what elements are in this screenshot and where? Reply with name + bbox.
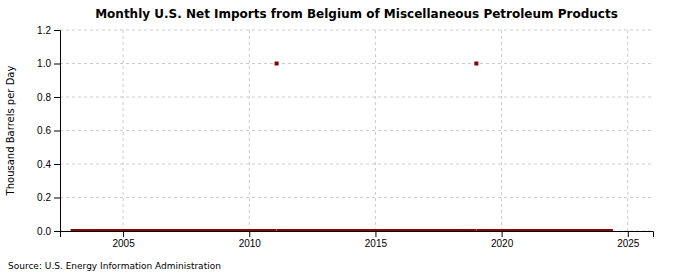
tick-label: 0.4 bbox=[37, 159, 51, 170]
grid-line bbox=[375, 30, 376, 231]
grid-line bbox=[249, 30, 250, 231]
y-axis-label: Thousand Barrels per Day bbox=[5, 66, 16, 197]
point bbox=[474, 62, 478, 66]
plot: 2005 2010 2015 2020 2025 0.0 0.2 0.4 0.6 0.8 1.0 1.… bbox=[37, 25, 653, 249]
axis-line bbox=[54, 31, 61, 232]
tick-mark bbox=[54, 198, 60, 199]
tick-label: 1.0 bbox=[37, 58, 51, 69]
tick: 0.4 bbox=[37, 159, 60, 170]
tick-label: 2025 bbox=[617, 238, 640, 249]
tick: 0.0 bbox=[37, 226, 60, 237]
tick-label: 2005 bbox=[112, 238, 135, 249]
tick: 1.0 bbox=[37, 58, 60, 69]
tick-mark bbox=[54, 164, 60, 165]
annotation: Source: U.S. Energy Information Administ… bbox=[8, 261, 221, 271]
tick: 2015 bbox=[365, 231, 388, 249]
tick-mark bbox=[502, 231, 503, 237]
grid-line bbox=[123, 30, 124, 231]
tick-mark bbox=[54, 64, 60, 65]
y-axis: 0.0 0.2 0.4 0.6 0.8 1.0 1.2 bbox=[37, 25, 60, 237]
tick: 2025 bbox=[617, 231, 640, 249]
title: Monthly U.S. Net Imports from Belgium of… bbox=[95, 7, 618, 21]
tick: 2020 bbox=[491, 231, 514, 249]
grid-line bbox=[60, 164, 653, 165]
tick-mark bbox=[54, 231, 60, 232]
grid-line bbox=[60, 63, 653, 64]
axis-line bbox=[61, 232, 654, 238]
tick: 0.2 bbox=[37, 192, 60, 203]
tick-label: 0.0 bbox=[37, 226, 51, 237]
tick-mark bbox=[123, 231, 124, 237]
tick-label: 2015 bbox=[365, 238, 388, 249]
grid-line bbox=[60, 97, 653, 98]
tick-label: 0.6 bbox=[37, 125, 51, 136]
tick-mark bbox=[54, 97, 60, 98]
point bbox=[609, 229, 613, 231]
tick-mark bbox=[375, 231, 376, 237]
tick-label: 1.2 bbox=[37, 25, 51, 36]
grid-line bbox=[60, 197, 653, 198]
grid-line bbox=[501, 30, 502, 231]
point bbox=[275, 62, 279, 66]
tick-label: 0.2 bbox=[37, 192, 51, 203]
tick-mark bbox=[249, 231, 250, 237]
point bbox=[272, 229, 276, 231]
tick-label: 2010 bbox=[239, 238, 262, 249]
x-axis: 2005 2010 2015 2020 2025 bbox=[61, 231, 654, 249]
tick: 2010 bbox=[239, 231, 262, 249]
chart: 2005 2010 2015 2020 2025 0.0 0.2 0.4 0.6 0.8 1.0 1.… bbox=[0, 0, 675, 275]
tick-label: 2020 bbox=[491, 238, 514, 249]
tick: 0.8 bbox=[37, 92, 60, 103]
tick: 0.6 bbox=[37, 125, 60, 136]
tick: 2005 bbox=[112, 231, 135, 249]
tick: 1.2 bbox=[37, 25, 60, 36]
grid bbox=[60, 30, 653, 231]
grid-line bbox=[60, 30, 653, 31]
tick-label: 0.8 bbox=[37, 92, 51, 103]
grid-line bbox=[60, 130, 653, 131]
points bbox=[71, 62, 613, 232]
grid-line bbox=[627, 30, 628, 231]
point bbox=[472, 229, 476, 231]
tick-mark bbox=[54, 30, 60, 31]
tick-mark bbox=[54, 131, 60, 132]
tick-mark bbox=[628, 231, 629, 237]
